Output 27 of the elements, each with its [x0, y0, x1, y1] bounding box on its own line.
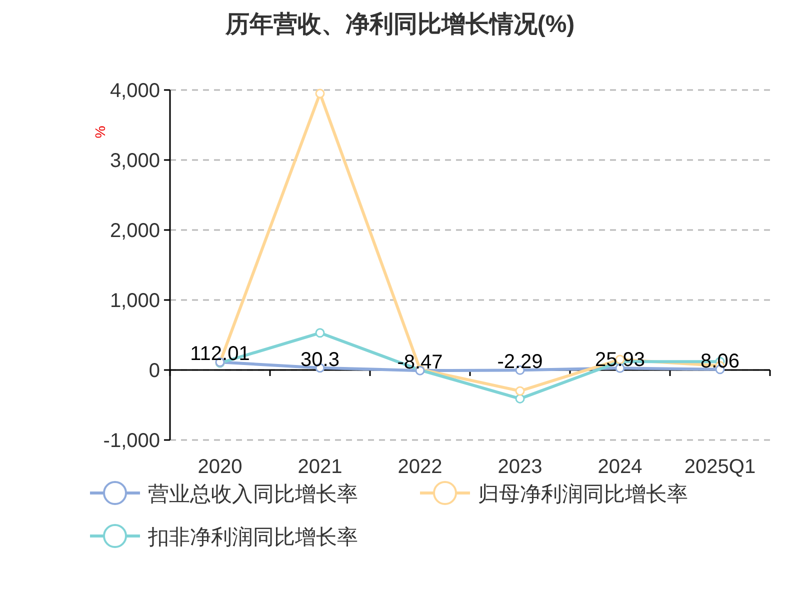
x-tick-label: 2023 [498, 456, 542, 478]
data-label: 30.3 [300, 348, 340, 371]
data-label: 25.93 [594, 349, 646, 372]
point [315, 88, 325, 98]
data-label: -2.29 [497, 351, 543, 374]
data-label: -8.47 [397, 352, 443, 374]
y-tick-label: 0 [148, 360, 160, 382]
point [515, 386, 525, 396]
legend-label: 营业总收入同比增长率 [148, 483, 358, 506]
x-tick-label: 2021 [298, 456, 342, 478]
point [315, 328, 325, 338]
y-tick-label: 3,000 [110, 150, 160, 172]
x-tick-label: 2024 [598, 456, 642, 478]
y-tick-label: -1,000 [103, 430, 160, 452]
x-tick-label: 2020 [198, 456, 242, 478]
y-axis-title: % [92, 126, 108, 138]
data-label: 8.06 [700, 350, 740, 372]
legend-label: 归母净利润同比增长率 [478, 483, 688, 506]
legend-label: 扣非净利润同比增长率 [147, 526, 358, 549]
point [515, 394, 525, 404]
y-tick-label: 1,000 [110, 290, 160, 312]
x-tick-label: 2025Q1 [684, 456, 756, 478]
y-tick-label: 2,000 [110, 220, 160, 242]
y-tick-label: 4,000 [110, 80, 160, 102]
x-tick-label: 2022 [398, 456, 442, 478]
data-label: 112.01 [190, 343, 250, 366]
chart-title: 历年营收、净利同比增长情况(%) [224, 11, 575, 38]
